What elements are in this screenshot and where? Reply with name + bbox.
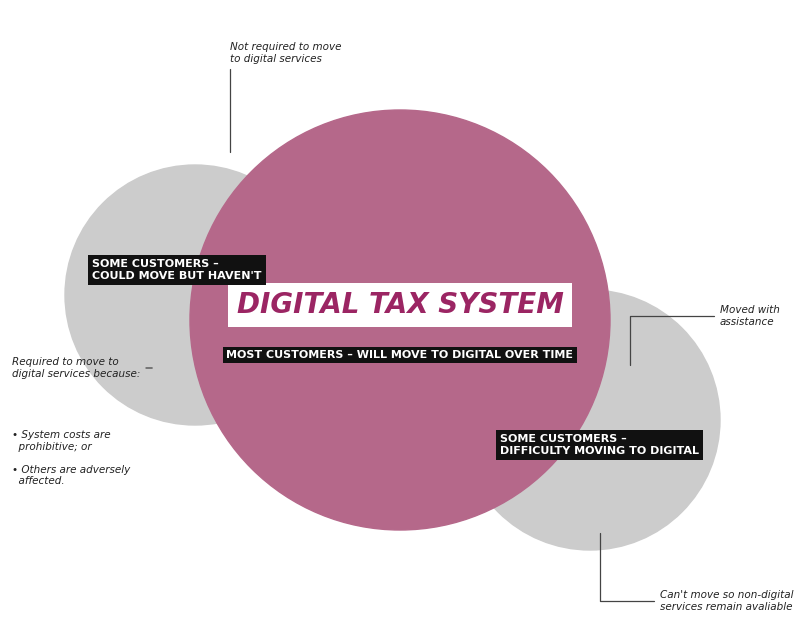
Text: Not required to move
to digital services: Not required to move to digital services <box>230 42 342 152</box>
Text: DIGITAL TAX SYSTEM: DIGITAL TAX SYSTEM <box>237 291 563 319</box>
Text: SOME CUSTOMERS –
DIFFICULTY MOVING TO DIGITAL: SOME CUSTOMERS – DIFFICULTY MOVING TO DI… <box>500 434 699 456</box>
Text: MOST CUSTOMERS – WILL MOVE TO DIGITAL OVER TIME: MOST CUSTOMERS – WILL MOVE TO DIGITAL OV… <box>226 350 574 360</box>
Text: Can't move so non-digital
services remain avaliable: Can't move so non-digital services remai… <box>600 533 793 612</box>
Text: • System costs are
  prohibitive; or

• Others are adversely
  affected.: • System costs are prohibitive; or • Oth… <box>12 430 131 487</box>
Text: Moved with
assistance: Moved with assistance <box>630 305 780 365</box>
Circle shape <box>190 110 610 530</box>
Text: SOME CUSTOMERS –
COULD MOVE BUT HAVEN'T: SOME CUSTOMERS – COULD MOVE BUT HAVEN'T <box>92 259 261 281</box>
Circle shape <box>460 290 720 550</box>
Text: Required to move to
digital services because:: Required to move to digital services bec… <box>12 357 152 379</box>
Circle shape <box>65 165 325 425</box>
